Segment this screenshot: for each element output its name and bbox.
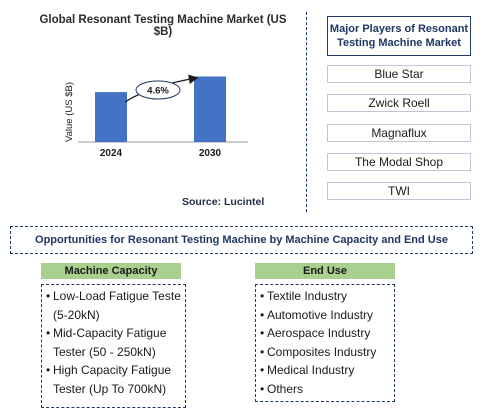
opportunities-title: Opportunities for Resonant Testing Machi… (10, 226, 473, 254)
x-tick-label: 2030 (199, 148, 222, 159)
list-item: Tester (50 - 250kN) (53, 344, 156, 359)
player-item: The Modal Shop (327, 153, 471, 171)
list-item: • Automotive Industry (260, 307, 374, 322)
list-item: • Mid-Capacity Fatigue (46, 326, 167, 340)
bar-2030 (194, 76, 226, 142)
list-item: • Low-Load Fatigue Teste (46, 289, 181, 303)
source-note: Source: Lucintel (182, 196, 265, 208)
list-item: • Aerospace Industry (260, 326, 371, 340)
list-item: • High Capacity Fatigue (46, 363, 172, 377)
chart-title: Global Resonant Testing Machine Market (… (39, 14, 287, 38)
player-item: Zwick Roell (327, 94, 471, 112)
machine-capacity-list: • Low-Load Fatigue Teste (5-20kN) • Mid-Ca… (41, 284, 186, 408)
list-item: • Composites Industry (260, 344, 377, 359)
player-item: Blue Star (327, 65, 471, 83)
player-item: TWI (327, 182, 471, 200)
cagr-label: 4.6% (147, 86, 169, 97)
machine-capacity-header: Machine Capacity (41, 263, 181, 279)
bar-2024 (95, 92, 127, 142)
player-item: Magnaflux (327, 124, 471, 142)
cagr-ellipse (135, 80, 181, 100)
end-use-header: End Use (255, 263, 395, 279)
players-title: Major Players of Resonant Testing Machin… (327, 16, 471, 56)
x-tick-label: 2024 (100, 148, 123, 159)
section-divider (306, 12, 307, 212)
list-item: • Others (260, 381, 304, 396)
bar-chart: Value (US $B) 2024 2030 4.6% (64, 74, 248, 159)
end-use-list: • Textile Industry • Automotive Industry •… (255, 284, 395, 402)
list-item: (5-20kN) (53, 307, 100, 322)
y-axis-label: Value (US $B) (64, 82, 75, 142)
list-item: Tester (Up To 700kN) (53, 381, 167, 396)
list-item: • Medical Industry (260, 363, 355, 377)
list-item: • Textile Industry (260, 289, 348, 303)
